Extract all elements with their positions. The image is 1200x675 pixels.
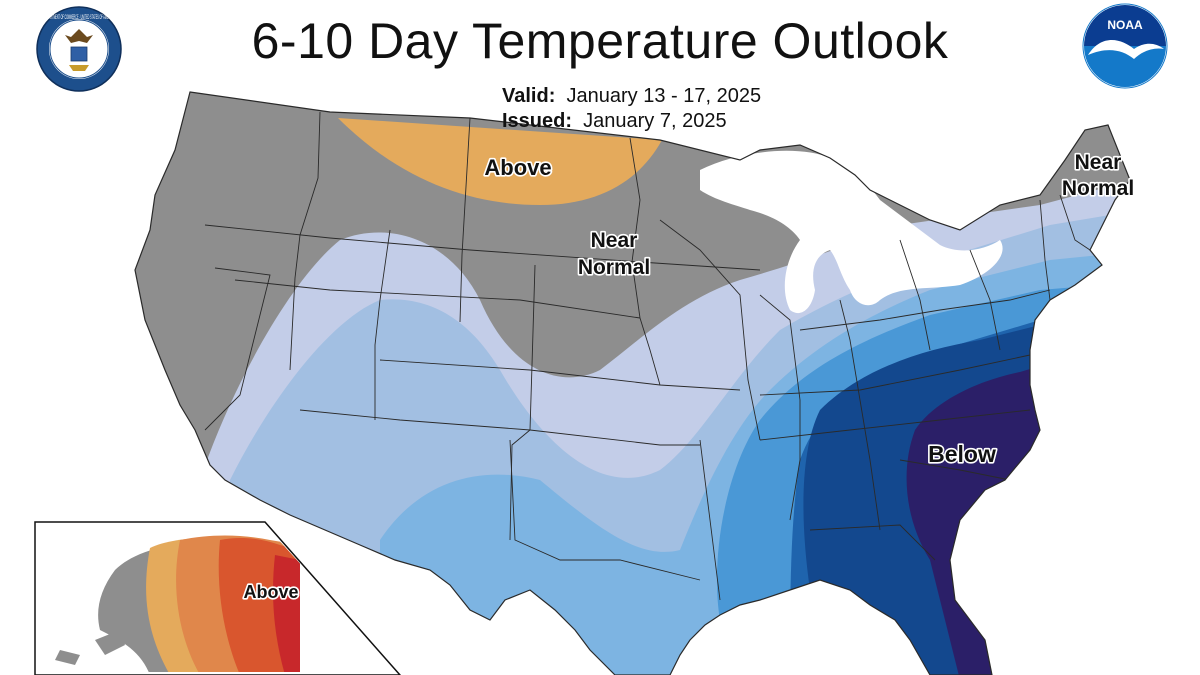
noaa-logo: NOAA [1082,3,1168,89]
alaska-inset [34,521,402,675]
noaa-text: NOAA [1107,18,1143,32]
gull-icon [1088,40,1164,59]
great-lakes [700,150,1003,314]
shield-icon [70,46,88,62]
near-normal-label-ne-1: Near [1075,151,1122,174]
state-boundaries [204,111,1091,601]
valid-row: Valid: January 13 - 17, 2025 [502,84,761,109]
commerce-seal-logo: DEPARTMENT OF COMMERCE · UNITED STATES O… [36,6,122,92]
above-label-north: Above [484,155,551,180]
eagle-icon [65,29,93,43]
near-normal-label-ne-2: Normal [1062,177,1134,200]
near-normal-label-center-1: Near [591,229,638,252]
valid-label: Valid: [502,85,556,107]
below-label: Below [928,441,996,467]
alaska-above-label: Above [243,582,298,602]
near-normal-label-center-2: Normal [578,256,650,279]
conus-outline [134,91,1131,675]
seal-text: DEPARTMENT OF COMMERCE · UNITED STATES O… [44,15,114,21]
map-labels: Above Near Normal Near Normal Below Abov… [242,149,1136,603]
outlook-dates: Valid: January 13 - 17, 2025 Issued: Jan… [502,84,761,134]
issued-label: Issued: [502,110,573,132]
page-title: 6-10 Day Temperature Outlook [251,13,949,69]
valid-value: January 13 - 17, 2025 [566,85,762,107]
issued-value: January 7, 2025 [583,110,727,132]
issued-row: Issued: January 7, 2025 [502,109,761,134]
above-area-north [338,118,662,205]
